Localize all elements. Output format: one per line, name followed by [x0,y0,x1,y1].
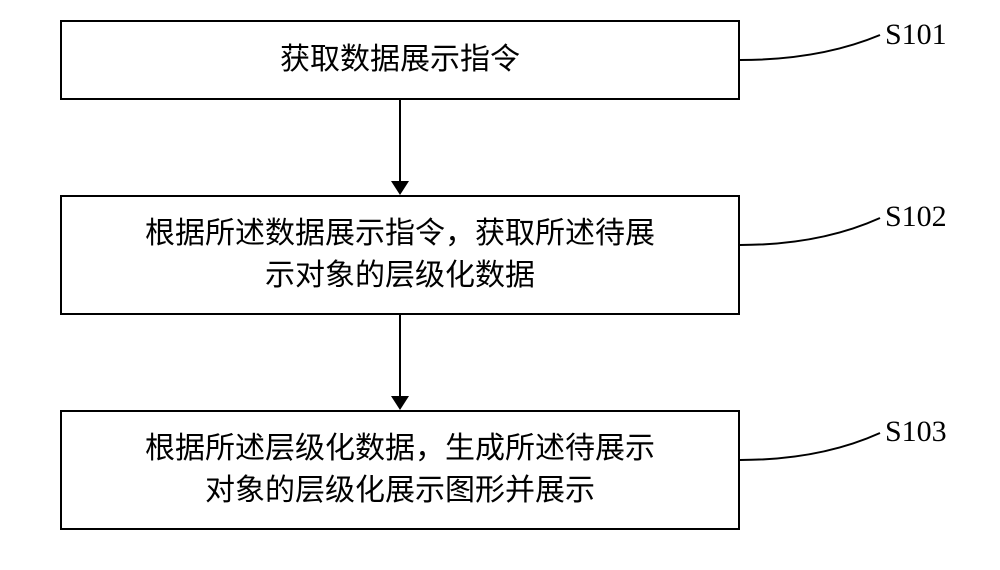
step-text-2: 根据所述数据展示指令，获取所述待展 示对象的层级化数据 [145,213,655,297]
arrow-1 [391,100,409,195]
step-box-2: 根据所述数据展示指令，获取所述待展 示对象的层级化数据 [60,195,740,315]
step-text-1: 获取数据展示指令 [280,39,520,81]
label-curve-2 [740,203,885,253]
step-box-3: 根据所述层级化数据，生成所述待展示 对象的层级化展示图形并展示 [60,410,740,530]
step-label-1: S101 [885,18,947,52]
step-label-2: S102 [885,200,947,234]
label-curve-3 [740,418,885,468]
arrow-2 [391,315,409,410]
step-label-3: S103 [885,415,947,449]
flowchart-container: 获取数据展示指令 S101 根据所述数据展示指令，获取所述待展 示对象的层级化数… [0,0,1000,570]
step-box-1: 获取数据展示指令 [60,20,740,100]
label-curve-1 [740,20,885,70]
step-text-3: 根据所述层级化数据，生成所述待展示 对象的层级化展示图形并展示 [145,428,655,512]
